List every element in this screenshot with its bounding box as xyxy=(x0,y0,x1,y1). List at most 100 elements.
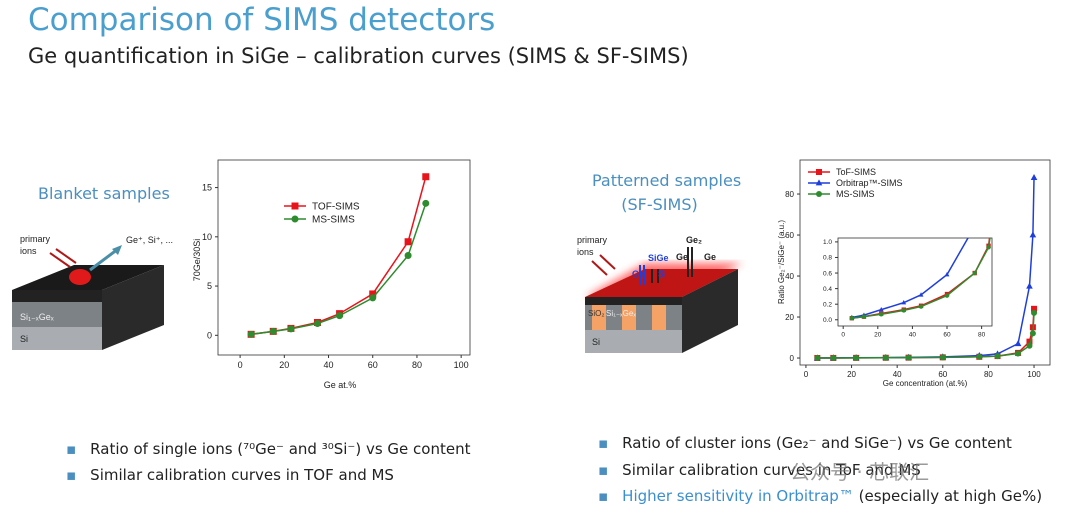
marker xyxy=(313,319,321,327)
x-tick-label: 40 xyxy=(909,332,917,339)
marker xyxy=(939,354,946,361)
x-tick-label: 100 xyxy=(1027,370,1041,379)
marker xyxy=(1026,282,1033,289)
bullet: Similar calibration curves in TOF and MS xyxy=(66,466,394,484)
marker xyxy=(369,290,377,298)
legend-label: MS-SIMS xyxy=(312,214,355,225)
y-tick-label: 40 xyxy=(785,272,794,281)
oxide xyxy=(622,305,636,330)
x-axis-label: Ge concentration (at.%) xyxy=(883,379,968,388)
block-top xyxy=(585,269,738,297)
arrow-head xyxy=(112,245,122,255)
legend-marker xyxy=(291,202,299,210)
marker xyxy=(1030,174,1038,181)
label: Ge₂ xyxy=(686,235,702,245)
label: SiGe xyxy=(648,253,669,263)
arrow xyxy=(89,247,119,272)
marker xyxy=(1015,350,1022,357)
oxide xyxy=(652,305,666,330)
label: primary xyxy=(577,235,608,245)
x-tick-label: 20 xyxy=(847,370,856,379)
marker xyxy=(287,325,295,333)
marker xyxy=(882,354,889,361)
y-tick-label: 60 xyxy=(785,231,794,240)
legend-label: TOF-SIMS xyxy=(312,201,360,212)
marker xyxy=(976,353,983,360)
marker xyxy=(901,299,907,305)
label: Si₁₋ₓGeₓ xyxy=(606,309,636,318)
marker xyxy=(1029,330,1036,337)
marker xyxy=(994,353,1001,360)
marker xyxy=(1029,231,1037,238)
marker xyxy=(849,316,855,321)
x-tick-label: 80 xyxy=(978,332,986,339)
y-tick-label: 0.0 xyxy=(823,317,832,324)
x-tick-label: 0 xyxy=(804,370,809,379)
panel-label-line: (SF-SIMS) xyxy=(621,195,698,214)
x-tick-label: 0 xyxy=(238,360,243,370)
marker xyxy=(853,354,860,361)
panel-label: Blanket samples xyxy=(38,184,170,203)
marker xyxy=(404,238,412,246)
label: Ge⁺, Si⁺, ... xyxy=(126,235,173,245)
label: Ge xyxy=(676,252,688,262)
substrate xyxy=(12,327,102,350)
plot-area xyxy=(247,173,430,338)
x-tick-label: 40 xyxy=(893,370,902,379)
series-line xyxy=(851,238,991,319)
y-tick-label: 0 xyxy=(790,354,795,363)
highlight: Higher sensitivity in Orbitrap™ xyxy=(622,487,854,505)
marker xyxy=(422,173,430,181)
x-tick-label: 80 xyxy=(412,360,422,370)
x-tick-label: 40 xyxy=(324,360,334,370)
marker xyxy=(422,199,430,207)
panel-label-line: Patterned samples xyxy=(592,171,742,190)
layer xyxy=(12,302,102,327)
marker xyxy=(1031,309,1038,316)
marker xyxy=(1026,338,1033,345)
oxide xyxy=(592,305,606,330)
marker xyxy=(369,294,377,302)
marker xyxy=(918,292,924,297)
x-tick-label: 20 xyxy=(874,332,882,339)
text: (especially at high Ge%) xyxy=(853,487,1043,505)
legend-marker xyxy=(816,169,822,175)
substrate xyxy=(585,330,682,353)
label: Ge xyxy=(632,269,644,279)
y-tick-label: 15 xyxy=(202,183,212,193)
plot-frame xyxy=(217,159,471,356)
arrow xyxy=(49,252,71,268)
bullet: Higher sensitivity in Orbitrap™ (especia… xyxy=(598,487,1042,505)
marker xyxy=(269,327,277,335)
marker xyxy=(879,312,884,317)
x-tick-label: 80 xyxy=(984,370,993,379)
y-tick-label: 0.4 xyxy=(823,286,832,293)
arrow xyxy=(651,247,693,283)
panel-label: Patterned samples (SF-SIMS) xyxy=(592,171,742,214)
marker xyxy=(905,354,912,361)
marker xyxy=(247,330,255,338)
marker xyxy=(861,314,867,319)
y-tick-label: 0 xyxy=(207,330,212,340)
beam-spot xyxy=(69,269,91,285)
x-axis-label: Ge at.% xyxy=(324,380,357,390)
legend-label: ToF-SIMS xyxy=(836,167,876,177)
label: Si xyxy=(592,337,600,347)
subtitle: Ge quantification in SiGe – calibration … xyxy=(28,44,689,68)
block-side xyxy=(102,265,164,350)
y-tick-label: 20 xyxy=(785,313,794,322)
watermark: 公众号 · 芯联汇 xyxy=(790,460,930,484)
marker xyxy=(1002,146,1006,150)
bullet: Ratio of cluster ions (Ge₂⁻ and SiGe⁻) v… xyxy=(598,434,1012,452)
arrow xyxy=(591,260,608,276)
label: ions xyxy=(577,247,594,257)
y-axis-label: 70Ge/30Si xyxy=(192,239,202,282)
block-side xyxy=(682,269,738,353)
legend-label: MS-SIMS xyxy=(836,189,875,199)
y-tick-label: 10 xyxy=(202,232,212,242)
marker xyxy=(1031,305,1038,312)
label: ions xyxy=(20,246,37,256)
y-tick-label: 0.2 xyxy=(823,301,832,308)
